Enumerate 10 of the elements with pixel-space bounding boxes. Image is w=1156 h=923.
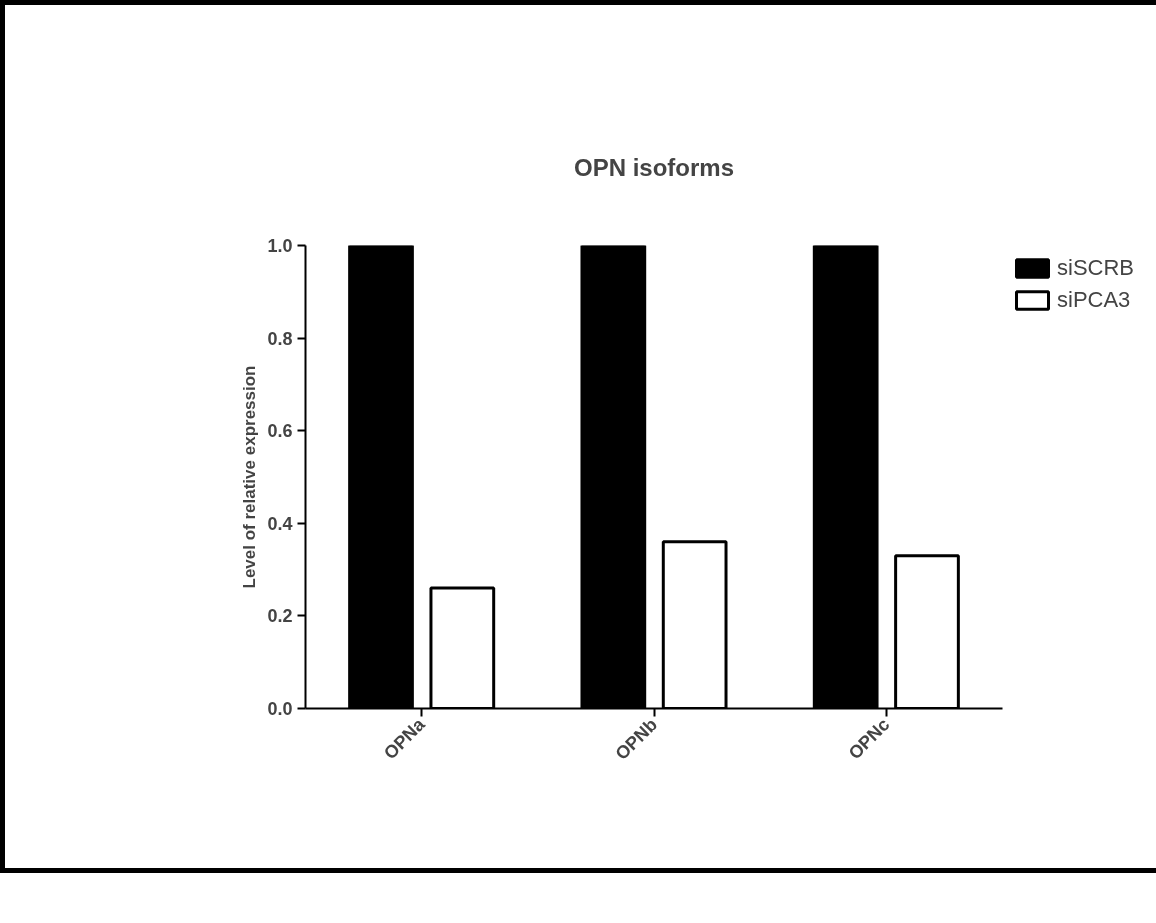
y-tick-label: 0.8 <box>267 328 293 349</box>
y-tick-label: 1.0 <box>267 236 293 256</box>
y-axis-title: Level of relative expression <box>240 365 260 589</box>
y-tick-label: 0.4 <box>267 513 293 534</box>
legend-label: siPCA3 <box>1057 287 1131 313</box>
y-tick-label: 0.2 <box>267 606 293 627</box>
y-tick-label: 0.0 <box>267 699 293 719</box>
chart-title: OPN isoforms <box>573 153 735 181</box>
y-tick-label: 0.6 <box>267 421 293 442</box>
legend-label: siSCRB <box>1057 255 1135 281</box>
